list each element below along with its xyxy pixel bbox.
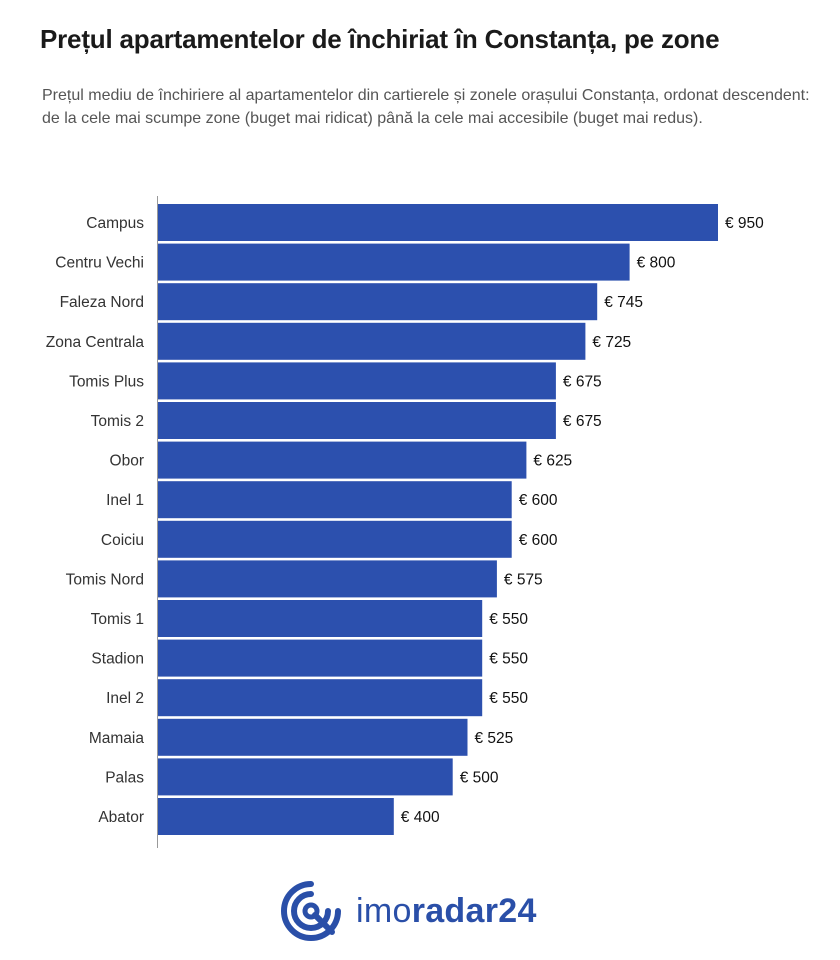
value-label: € 550 [489, 651, 528, 668]
chart-title: Prețul apartamentelor de închiriat în Co… [40, 24, 720, 54]
bar-abator [158, 798, 394, 835]
value-label: € 550 [489, 611, 528, 628]
category-label: Tomis Plus [69, 373, 144, 390]
value-label: € 725 [592, 334, 631, 351]
category-label: Mamaia [89, 730, 145, 747]
bar-centru-vechi [158, 243, 630, 281]
category-label: Coiciu [101, 532, 144, 549]
category-label: Tomis 2 [91, 413, 144, 430]
bar-obor [158, 441, 527, 479]
bar-zona-centrala [158, 322, 586, 360]
value-label: € 600 [519, 492, 558, 509]
bar-tomis-2 [158, 402, 556, 439]
value-label: € 625 [533, 453, 572, 470]
bar-coiciu [158, 520, 512, 558]
value-label: € 950 [725, 215, 764, 232]
bar-inel-2 [158, 679, 483, 717]
bar-chart: Campus € 950 Centru Vechi € 800 Faleza Nord €… [46, 196, 764, 848]
logo-text-bold: radar24 [411, 891, 537, 930]
category-label: Palas [105, 769, 144, 786]
category-label: Tomis 1 [91, 611, 144, 628]
value-label: € 525 [475, 730, 514, 747]
bar-tomis-plus [158, 362, 556, 400]
logo-text-light: imo [356, 891, 412, 930]
bar-stadion [158, 639, 483, 677]
category-label: Abator [98, 809, 144, 826]
bar-mamaia [158, 718, 468, 756]
category-label: Tomis Nord [66, 571, 144, 588]
value-label: € 600 [519, 532, 558, 549]
category-label: Stadion [91, 651, 144, 668]
value-label: € 500 [460, 769, 499, 786]
bar-tomis-1 [158, 600, 483, 637]
logo-wordmark: imoradar24 [356, 892, 537, 931]
category-label: Inel 1 [106, 492, 144, 509]
value-label: € 400 [401, 809, 440, 826]
value-label: € 800 [637, 255, 676, 272]
bars-group: Campus € 950 Centru Vechi € 800 Faleza Nord €… [46, 204, 764, 835]
bar-palas [158, 758, 453, 796]
category-label: Inel 2 [106, 690, 144, 707]
value-label: € 575 [504, 571, 543, 588]
radar-target-icon [281, 881, 341, 941]
bar-tomis-nord [158, 560, 497, 598]
value-label: € 550 [489, 690, 528, 707]
bar-inel-1 [158, 481, 512, 519]
bar-faleza-nord [158, 283, 598, 321]
bar-campus [158, 204, 718, 241]
category-label: Zona Centrala [46, 334, 145, 351]
imoradar24-logo: imoradar24 [278, 876, 537, 946]
value-label: € 675 [563, 413, 602, 430]
value-label: € 745 [604, 294, 643, 311]
category-label: Campus [86, 215, 144, 232]
chart-subtitle: Prețul mediu de închiriere al apartament… [42, 87, 810, 127]
category-label: Obor [110, 453, 144, 470]
value-label: € 675 [563, 373, 602, 390]
category-label: Faleza Nord [60, 294, 144, 311]
category-label: Centru Vechi [55, 255, 144, 272]
